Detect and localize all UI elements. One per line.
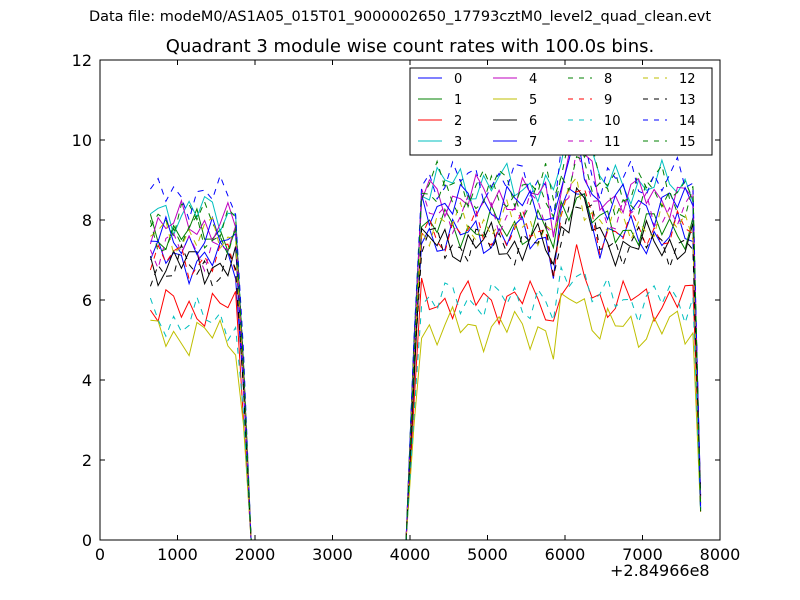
series-line-11 xyxy=(149,149,702,541)
x-tick-label: 8000 xyxy=(700,545,741,564)
chart-title: Quadrant 3 module wise count rates with … xyxy=(165,36,655,57)
legend-label-5: 5 xyxy=(529,93,537,108)
series-line-14 xyxy=(149,138,702,541)
legend-label-6: 6 xyxy=(529,114,537,129)
legend-label-8: 8 xyxy=(604,72,612,87)
x-tick-label: 3000 xyxy=(312,545,353,564)
x-tick-label: 4000 xyxy=(390,545,431,564)
axis-ticks: 0 1000 2000 3000 4000 5000 6000 7000 80000246810… xyxy=(72,51,741,564)
legend-label-2: 2 xyxy=(454,114,462,129)
plot-area xyxy=(149,104,702,541)
x-tick-label: 7000 xyxy=(622,545,663,564)
series-line-8 xyxy=(149,134,702,541)
series-line-3 xyxy=(150,104,702,541)
legend-label-15: 15 xyxy=(679,135,696,150)
series-line-5 xyxy=(150,292,702,541)
legend-label-0: 0 xyxy=(454,72,462,87)
legend-label-13: 13 xyxy=(679,93,696,108)
series-line-4 xyxy=(149,153,702,541)
x-tick-label: 2000 xyxy=(235,545,276,564)
figure-suptitle: Data file: modeM0/AS1A05_015T01_90000026… xyxy=(88,9,712,25)
series-line-0 xyxy=(149,187,702,541)
x-offset-label: +2.84966e8 xyxy=(610,561,710,580)
x-tick-label: 5000 xyxy=(467,545,508,564)
legend-label-14: 14 xyxy=(679,114,696,129)
series-line-9 xyxy=(149,187,702,541)
x-tick-label: 0 xyxy=(95,545,105,564)
series-line-15 xyxy=(149,155,702,541)
x-tick-label: 1000 xyxy=(157,545,198,564)
series-line-13 xyxy=(149,204,702,541)
x-tick-label: 6000 xyxy=(545,545,586,564)
legend-label-3: 3 xyxy=(454,135,462,150)
legend-label-11: 11 xyxy=(604,135,621,150)
legend-label-1: 1 xyxy=(454,93,462,108)
series-line-2 xyxy=(149,244,702,541)
y-tick-label: 4 xyxy=(82,371,92,390)
y-tick-label: 12 xyxy=(72,51,92,70)
legend-label-7: 7 xyxy=(529,135,537,150)
series-line-6 xyxy=(149,186,702,541)
y-tick-label: 6 xyxy=(82,291,92,310)
legend-label-12: 12 xyxy=(679,72,696,87)
y-tick-label: 0 xyxy=(82,531,92,550)
y-tick-label: 2 xyxy=(82,451,92,470)
series-line-1 xyxy=(149,192,702,541)
series-line-12 xyxy=(150,176,702,541)
y-tick-label: 8 xyxy=(82,211,92,230)
series-line-10 xyxy=(149,265,702,541)
legend-label-10: 10 xyxy=(604,114,621,129)
legend-label-9: 9 xyxy=(604,93,612,108)
legend-label-4: 4 xyxy=(529,72,537,87)
y-tick-label: 10 xyxy=(72,131,92,150)
legend-box xyxy=(409,67,713,156)
